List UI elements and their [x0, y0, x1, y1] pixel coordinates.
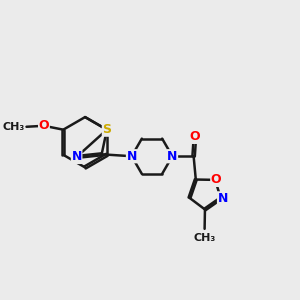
- Text: S: S: [102, 123, 111, 136]
- Text: N: N: [167, 150, 178, 163]
- Text: CH₃: CH₃: [194, 233, 216, 243]
- Text: O: O: [39, 119, 49, 132]
- Text: N: N: [218, 192, 228, 205]
- Text: N: N: [127, 150, 137, 163]
- Text: CH₃: CH₃: [2, 122, 25, 132]
- Text: O: O: [189, 130, 200, 143]
- Text: N: N: [71, 150, 82, 164]
- Text: O: O: [211, 173, 221, 186]
